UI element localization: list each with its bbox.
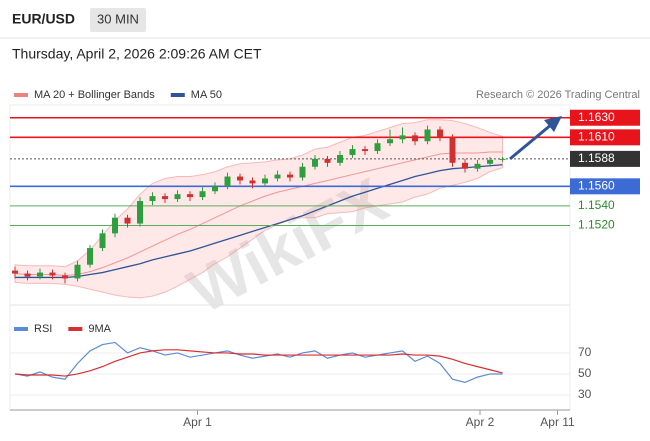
candle-body <box>87 248 93 265</box>
candle-body <box>137 201 143 224</box>
candle-body <box>124 217 131 224</box>
candle-body <box>149 196 156 202</box>
datetime: Thursday, April 2, 2026 2:09:26 AM CET <box>12 46 262 62</box>
candle-body <box>324 158 331 163</box>
candle-body <box>249 180 256 184</box>
last-price-chip <box>570 150 640 167</box>
legend-label[interactable]: MA 20 + Bollinger Bands <box>34 89 155 101</box>
level-label: 1.1630 <box>578 110 615 124</box>
forecast-arrow <box>509 122 553 161</box>
candle-body <box>349 149 356 155</box>
x-tick-label: Apr 1 <box>183 415 212 429</box>
candle-body <box>24 273 31 277</box>
candle-body <box>274 174 281 179</box>
legend-swatch <box>14 93 28 97</box>
candle-body <box>199 191 206 198</box>
candle-body <box>362 149 368 152</box>
candle-body <box>12 270 18 274</box>
candle-body <box>337 154 343 163</box>
level-chip <box>570 109 640 126</box>
candle-body <box>174 194 181 200</box>
candle-body <box>462 162 468 169</box>
y-tick-label: 70 <box>578 345 592 359</box>
level-chip <box>570 129 640 146</box>
legend-label[interactable]: MA 50 <box>191 89 222 101</box>
forecast-arrowhead <box>544 116 562 132</box>
ma50-line <box>15 164 503 279</box>
timeframe[interactable]: 30 MIN <box>97 11 139 26</box>
level-label: 1.1540 <box>578 198 615 212</box>
candle-body <box>187 194 193 198</box>
symbol: EUR/USD <box>12 11 75 27</box>
y-tick-label: 30 <box>578 387 592 401</box>
ma20-line <box>14 151 503 277</box>
level-label: 1.1610 <box>578 130 615 144</box>
candle-body <box>162 196 168 200</box>
legend-swatch <box>170 93 185 97</box>
credit: Research © 2026 Trading Central <box>476 89 640 101</box>
candle-body <box>262 178 268 184</box>
candle-body <box>212 186 218 192</box>
candle-body <box>487 159 493 164</box>
timeframe-chip[interactable] <box>90 8 146 32</box>
x-tick-label: Apr 2 <box>466 415 495 429</box>
candle-body <box>312 158 318 167</box>
level-chip <box>570 178 640 195</box>
candle-body <box>449 137 456 163</box>
x-tick-label: Apr 11 <box>540 415 575 429</box>
level-label: 1.1560 <box>578 179 615 193</box>
candle-body <box>37 272 43 277</box>
candle-body <box>437 129 443 138</box>
legend-swatch <box>68 327 83 331</box>
candle-body <box>399 135 406 140</box>
candle-body <box>499 158 506 160</box>
candle-body <box>299 166 306 178</box>
candle-body <box>112 217 118 234</box>
candle-body <box>287 174 293 178</box>
candle-body <box>237 176 243 181</box>
candle-body <box>62 275 68 279</box>
legend-label[interactable]: 9MA <box>88 323 111 335</box>
legend-swatch <box>14 327 28 331</box>
y-tick-label: 50 <box>578 366 592 380</box>
candle-body <box>49 272 56 276</box>
candle-body <box>224 176 231 187</box>
legend-label[interactable]: RSI <box>34 323 52 335</box>
candle-body <box>474 163 481 169</box>
candle-body <box>99 233 106 249</box>
candle-body <box>412 135 418 142</box>
rsi-line <box>14 341 503 384</box>
candle-body <box>74 264 81 279</box>
candle-body <box>374 143 381 152</box>
last-price-label: 1.1588 <box>578 151 615 165</box>
level-label: 1.1520 <box>578 218 615 232</box>
rsi-line <box>14 349 503 377</box>
candle-body <box>387 139 393 144</box>
candle-body <box>424 129 431 142</box>
